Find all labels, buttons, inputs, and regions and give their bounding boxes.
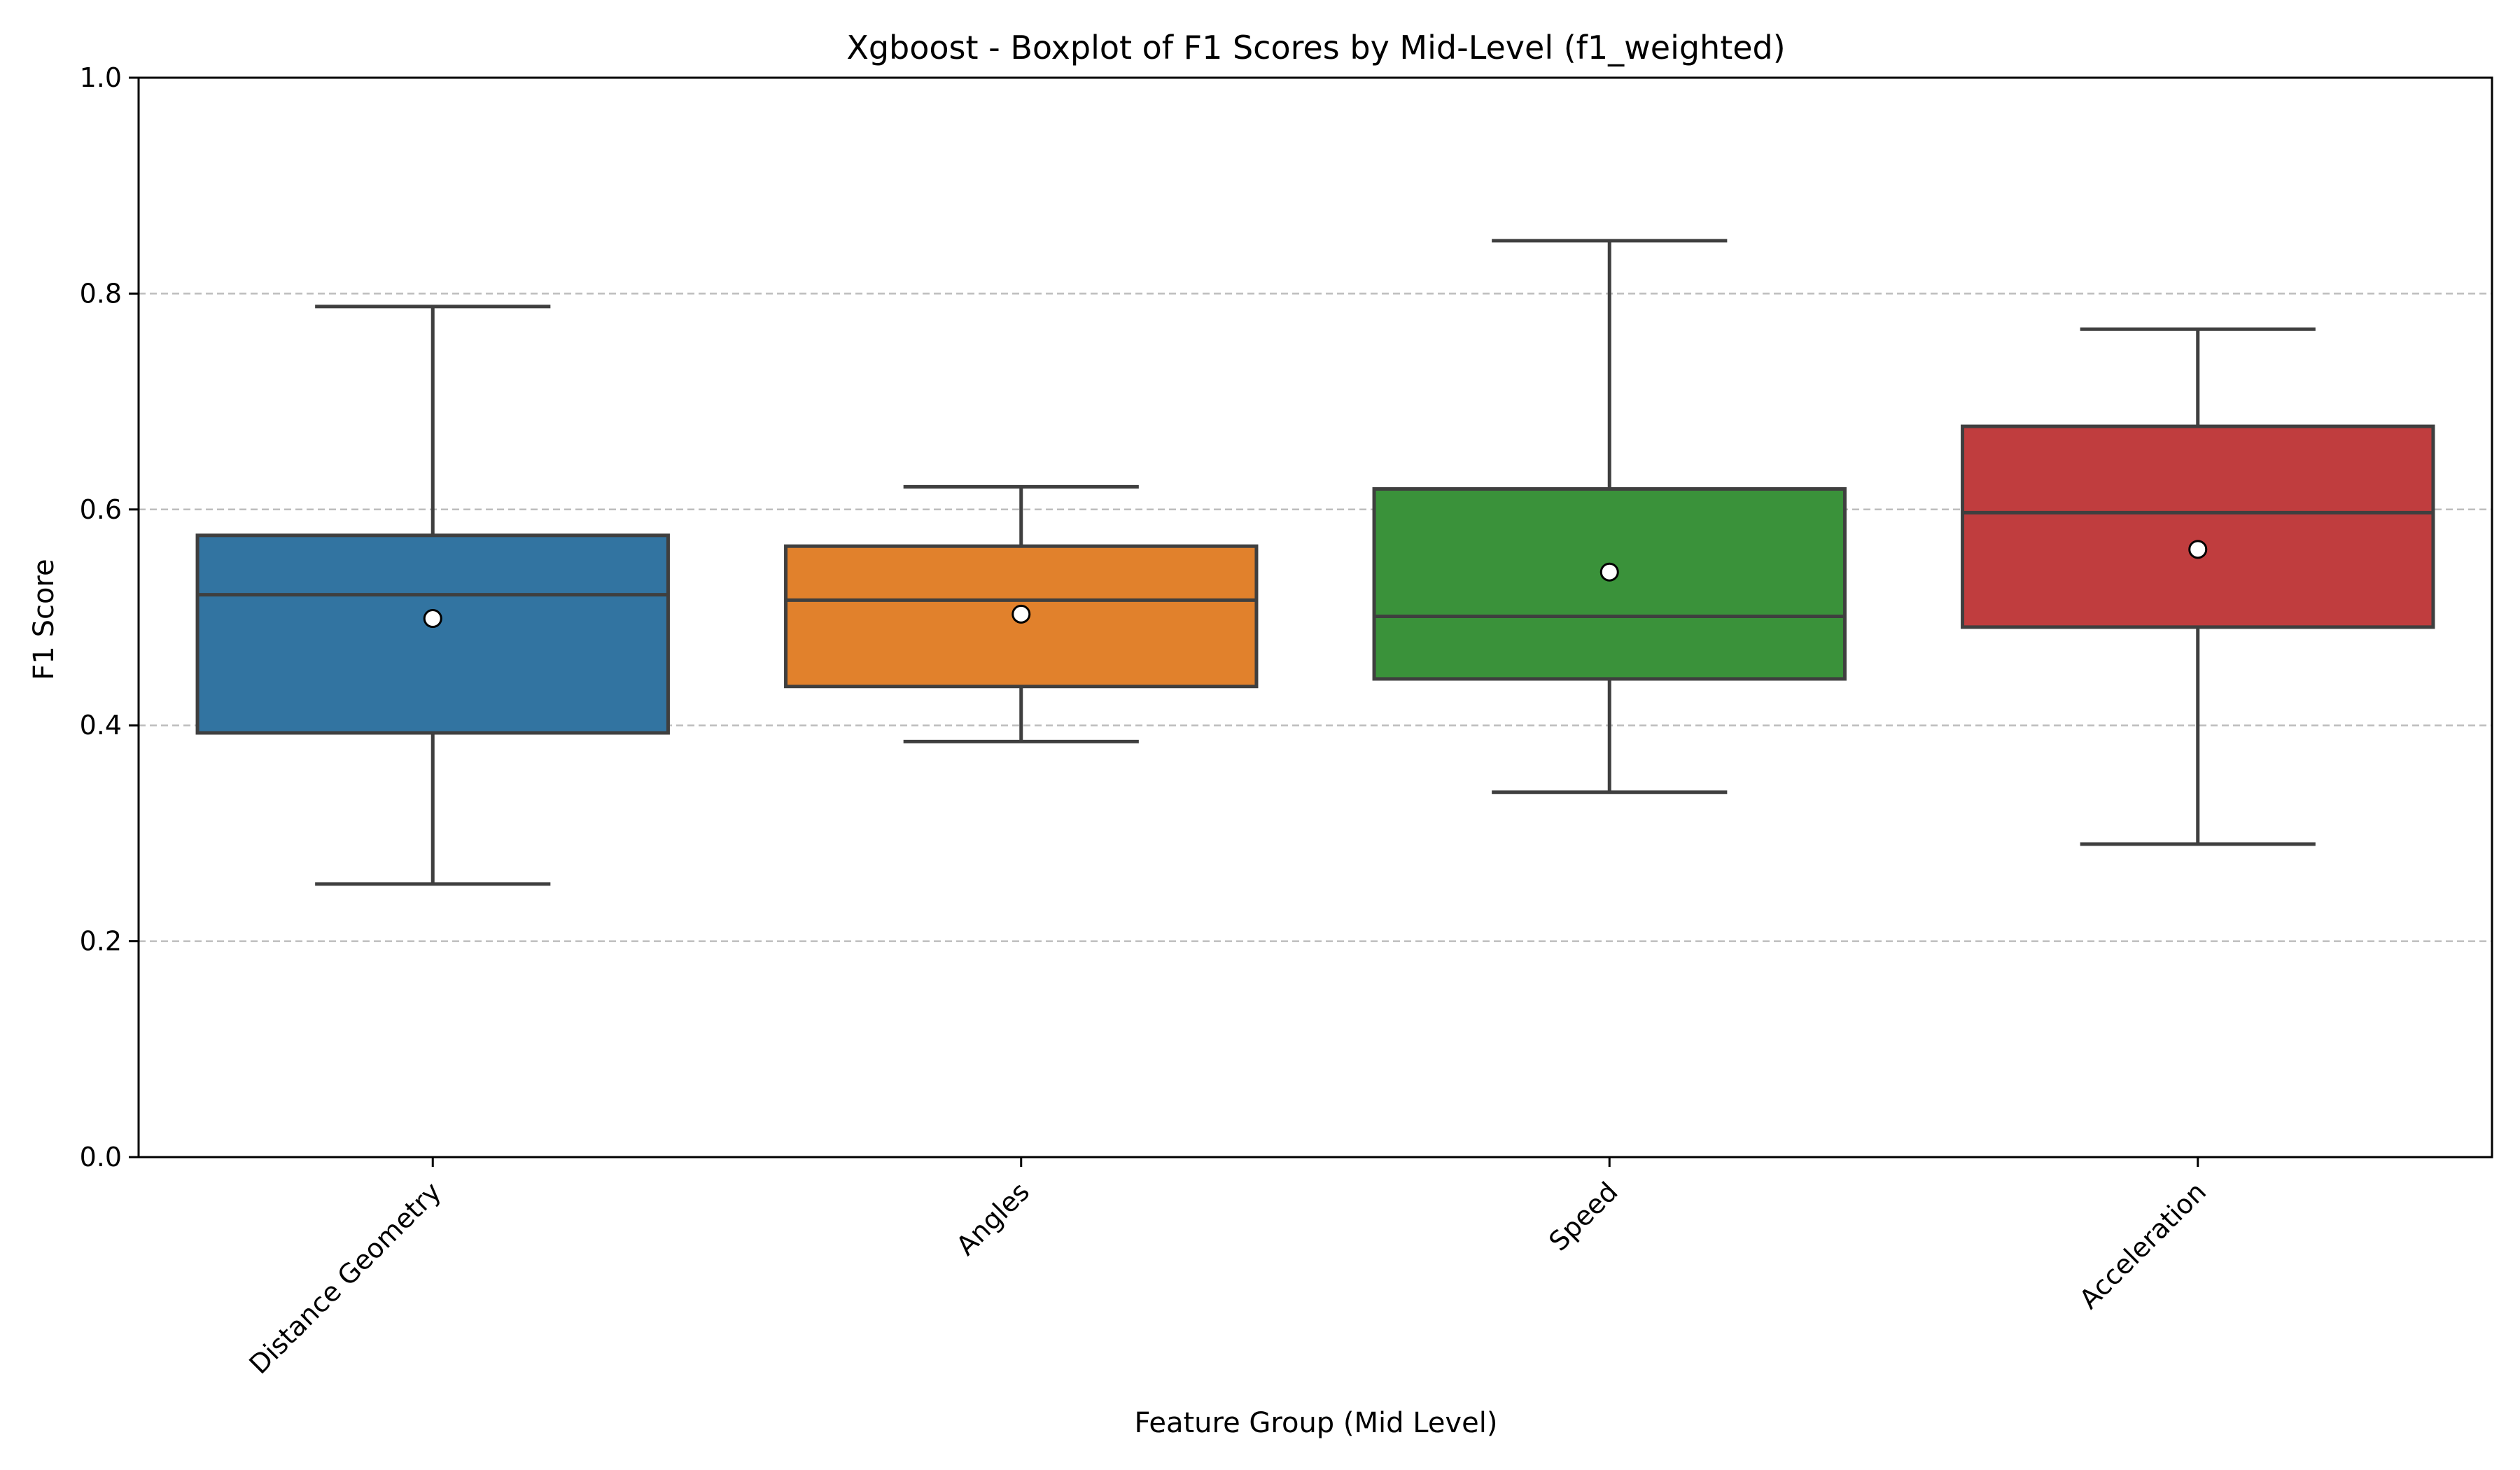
boxes xyxy=(195,239,2435,886)
y-tick-label: 0.6 xyxy=(80,494,122,525)
box-acceleration xyxy=(1961,327,2435,846)
box-distance-geometry xyxy=(195,304,670,886)
y-tick-label: 0.8 xyxy=(80,278,122,309)
iqr-box xyxy=(1961,424,2435,629)
x-axis-label: Feature Group (Mid Level) xyxy=(1135,1407,1498,1439)
y-tick-label: 0.4 xyxy=(80,710,122,741)
x-tick-label: Distance Geometry xyxy=(243,1176,447,1380)
y-tick-label: 0.0 xyxy=(80,1142,122,1172)
box-angles xyxy=(784,484,1259,743)
x-tick-label: Speed xyxy=(1543,1176,1623,1256)
plot-frame xyxy=(137,76,2493,1158)
chart-title: Xgboost - Boxplot of F1 Scores by Mid-Le… xyxy=(846,29,1785,66)
x-tick-label: Angles xyxy=(951,1176,1036,1261)
y-axis-label: F1 Score xyxy=(28,559,60,680)
y-tick-label: 0.2 xyxy=(80,926,122,957)
mean-marker xyxy=(2188,540,2208,559)
x-axis-ticks: Distance Geometry Angles Speed Acceleration xyxy=(243,1157,2212,1380)
mean-marker xyxy=(1600,562,1619,582)
iqr-box xyxy=(1372,487,1847,681)
y-axis-ticks: 0.0 0.2 0.4 0.6 0.8 1.0 xyxy=(80,62,139,1172)
x-tick-label: Acceleration xyxy=(2073,1176,2212,1315)
iqr-box xyxy=(195,533,670,735)
mean-marker xyxy=(1011,604,1031,624)
mean-marker xyxy=(423,609,442,629)
box-speed xyxy=(1372,239,1847,794)
y-tick-label: 1.0 xyxy=(80,62,122,93)
